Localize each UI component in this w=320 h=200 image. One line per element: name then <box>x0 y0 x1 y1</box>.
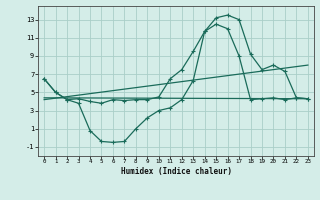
X-axis label: Humidex (Indice chaleur): Humidex (Indice chaleur) <box>121 167 231 176</box>
